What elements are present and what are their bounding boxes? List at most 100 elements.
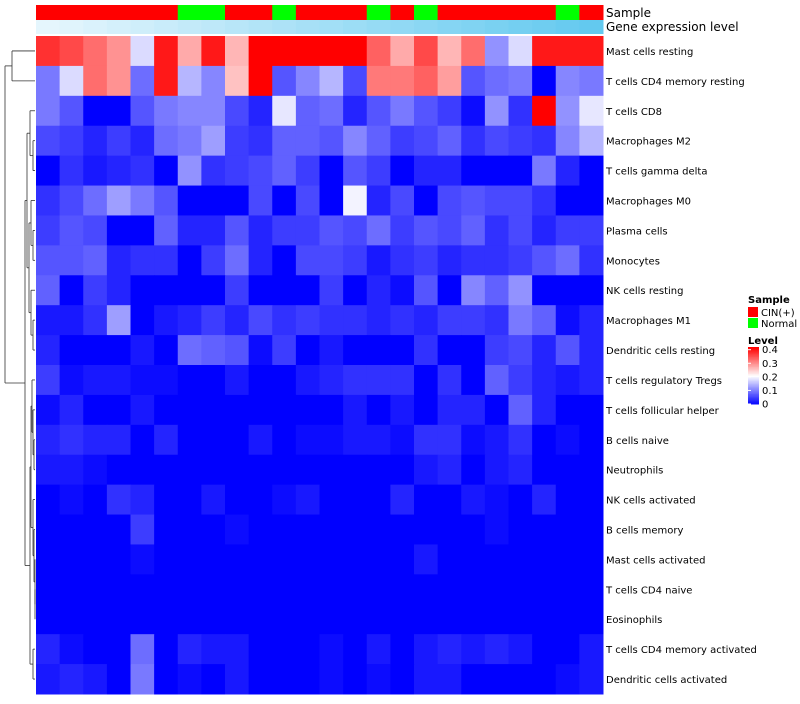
heatmap-cell	[248, 664, 273, 695]
expression-annotation-cell	[295, 20, 320, 34]
heatmap-cell	[461, 215, 486, 246]
heatmap-cell	[130, 664, 155, 695]
heatmap-cell	[532, 275, 557, 306]
heatmap-cell	[343, 664, 368, 695]
expression-annotation-cell	[484, 20, 509, 34]
heatmap-cell	[484, 275, 509, 306]
heatmap-cell	[272, 365, 297, 396]
heatmap-cell	[390, 185, 415, 216]
heatmap-cell	[248, 634, 273, 665]
heatmap-cell	[201, 305, 226, 336]
heatmap-cell	[177, 365, 202, 396]
legend-gradient-step	[748, 402, 759, 405]
heatmap-cell	[414, 185, 439, 216]
heatmap-cell	[319, 275, 344, 306]
heatmap-cell	[366, 664, 391, 695]
heatmap-cell	[366, 544, 391, 575]
heatmap-cell	[201, 574, 226, 605]
heatmap-cell	[319, 335, 344, 366]
row-label: T cells regulatory Tregs	[605, 376, 722, 387]
heatmap-cell	[484, 604, 509, 635]
heatmap-cell	[319, 95, 344, 127]
heatmap-cell	[225, 544, 250, 575]
sample-annotation-cell	[461, 5, 486, 20]
legend-gradient-step	[748, 368, 759, 371]
heatmap-cell	[390, 574, 415, 605]
heatmap-cell	[177, 424, 202, 456]
heatmap-cell	[59, 514, 84, 545]
heatmap-cell	[154, 574, 179, 605]
heatmap-cell	[484, 365, 509, 396]
heatmap-cell	[343, 36, 368, 67]
heatmap-cell	[484, 335, 509, 366]
heatmap-cell	[272, 215, 297, 246]
heatmap-cell	[414, 514, 439, 545]
heatmap-cell	[579, 185, 604, 216]
heatmap-cell	[225, 664, 250, 695]
heatmap-cell	[343, 634, 368, 665]
legend-gradient-step	[748, 381, 759, 384]
heatmap-cell	[343, 155, 368, 187]
heatmap-cell	[295, 664, 320, 695]
heatmap-cell	[414, 484, 439, 516]
heatmap-cell	[106, 604, 131, 635]
heatmap-cell	[390, 424, 415, 456]
legend-gradient-step	[748, 382, 759, 385]
heatmap-cell	[579, 634, 604, 665]
heatmap-cell	[36, 604, 61, 635]
sample-annotation-cell	[201, 5, 226, 20]
heatmap-cell	[106, 95, 131, 127]
heatmap-cell	[295, 65, 320, 97]
heatmap-cell	[484, 95, 509, 127]
heatmap-cell	[579, 394, 604, 426]
row-label: T cells CD4 memory activated	[605, 645, 757, 656]
legend-entry-label: CIN(+)	[761, 308, 795, 319]
heatmap-cell	[343, 394, 368, 426]
heatmap-cell	[437, 394, 462, 426]
heatmap-cell	[130, 335, 155, 366]
heatmap-cell	[461, 634, 486, 665]
heatmap-cell	[83, 95, 108, 127]
heatmap-cell	[319, 394, 344, 426]
heatmap-cell	[201, 544, 226, 575]
heatmap-cell	[437, 454, 462, 486]
heatmap-cell	[130, 424, 155, 456]
heatmap-cell	[508, 185, 533, 216]
expression-annotation-cell	[366, 20, 391, 34]
sample-annotation-cell	[177, 5, 202, 20]
heatmap-cell	[343, 185, 368, 216]
heatmap-cell	[154, 245, 179, 276]
heatmap-cell	[484, 245, 509, 276]
heatmap-cell	[83, 514, 108, 545]
heatmap-cell	[295, 454, 320, 486]
heatmap-cell	[319, 36, 344, 67]
row-label: Dendritic cells activated	[606, 675, 727, 686]
row-label: Mast cells activated	[606, 555, 705, 566]
heatmap-cell	[177, 514, 202, 545]
heatmap-cell	[154, 305, 179, 336]
heatmap-cell	[555, 185, 580, 216]
heatmap-cell	[437, 544, 462, 575]
heatmap-cell	[343, 544, 368, 575]
heatmap-cell	[225, 424, 250, 456]
heatmap-cell	[508, 335, 533, 366]
heatmap-cell	[414, 95, 439, 127]
heatmap-cell	[532, 95, 557, 127]
heatmap-cell	[555, 424, 580, 456]
heatmap-cell	[343, 95, 368, 127]
heatmap-cell	[414, 365, 439, 396]
heatmap-cell	[555, 155, 580, 187]
legend-gradient-step	[748, 372, 759, 375]
heatmap-cell	[59, 95, 84, 127]
heatmap-cell	[106, 185, 131, 216]
heatmap-cell	[106, 155, 131, 187]
heatmap-cell	[106, 305, 131, 336]
heatmap-cell	[248, 185, 273, 216]
heatmap-cell	[225, 574, 250, 605]
heatmap-cell	[248, 95, 273, 127]
heatmap-cell	[83, 335, 108, 366]
sample-annotation-cell	[36, 5, 61, 20]
heatmap-cell	[484, 514, 509, 545]
heatmap-cell	[83, 185, 108, 216]
